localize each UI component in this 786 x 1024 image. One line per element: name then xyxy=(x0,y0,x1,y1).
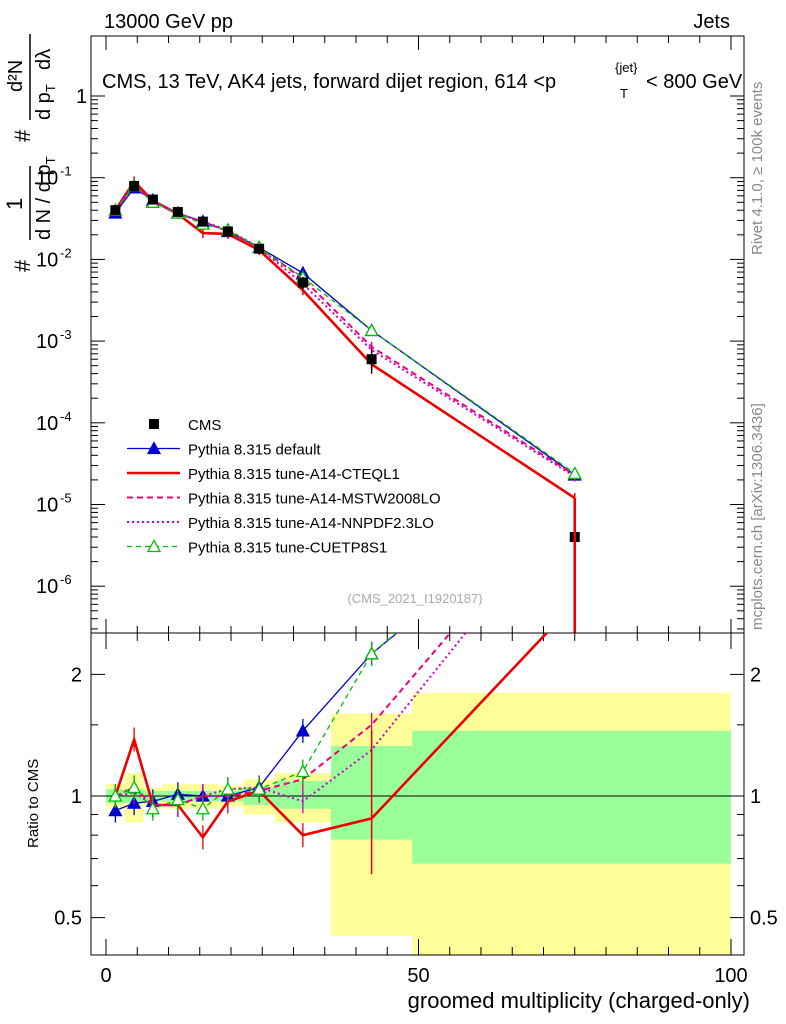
legend-marker-cms xyxy=(149,419,159,429)
y-label-hash: # xyxy=(10,259,35,272)
ratio-series-layer xyxy=(108,633,549,875)
header-left: 13000 GeV pp xyxy=(104,11,233,33)
plot-title-end: < 800 GeV xyxy=(646,71,743,93)
ratio-marker-cuetp8s1 xyxy=(295,764,310,778)
ratio-y-label: Ratio to CMS xyxy=(25,759,42,848)
legend-label-cms: CMS xyxy=(188,417,221,434)
ratio-marker-cuetp8s1 xyxy=(220,781,235,795)
cms-data-point xyxy=(222,226,233,237)
marker-cuetp8s1 xyxy=(567,466,582,480)
legend-marker-cuetp8s1 xyxy=(146,539,162,553)
legend-label-default: Pythia 8.315 default xyxy=(188,442,321,459)
ratio-y-tick-label-right: 0.5 xyxy=(750,908,778,930)
ratio-line-cuetp8s1 xyxy=(115,633,398,810)
cms-data-point xyxy=(172,207,183,218)
series-line-mstw xyxy=(114,183,576,476)
ratio-marker-cuetp8s1 xyxy=(195,801,210,815)
ratio-line-nnpdf xyxy=(115,633,467,806)
main-y-tick-label: 10 xyxy=(36,168,58,190)
y-label-d2N: d²N xyxy=(5,60,27,92)
ratio-bands xyxy=(106,692,731,955)
y-label-dN: d N / d pT xyxy=(33,156,58,240)
cms-data-point xyxy=(129,181,140,192)
legend: CMS Pythia 8.315 default Pythia 8.315 tune… xyxy=(127,417,441,557)
analysis-id: (CMS_2021_I1920187) xyxy=(347,591,482,606)
main-y-tick-exponent: -1 xyxy=(60,164,72,179)
main-y-tick-label: 10 xyxy=(36,331,58,353)
x-axis-label: groomed multiplicity (charged-only) xyxy=(408,988,750,1013)
ratio-line-mstw xyxy=(114,633,452,806)
plot-title: CMS, 13 TeV, AK4 jets, forward dijet reg… xyxy=(102,71,556,93)
ratio-line-cteql1 xyxy=(114,633,549,840)
cms-data-point xyxy=(297,277,308,288)
cms-data-point xyxy=(197,216,208,227)
ratio-plot-frame xyxy=(90,632,745,956)
main-y-ticks: 10 -610 -510 -410 -310 -210 -11 xyxy=(36,36,744,633)
ratio-x-tick-label: 50 xyxy=(407,965,429,987)
y-label-dpt: d pT xyxy=(33,84,58,120)
ratio-marker-cuetp8s1 xyxy=(252,781,267,795)
main-y-tick-label: 10 xyxy=(36,495,58,517)
ratio-marker-cuetp8s1 xyxy=(127,780,142,794)
main-y-tick-label: 10 xyxy=(36,576,58,598)
ratio-y-tick-label: 0.5 xyxy=(54,908,82,930)
y-label-dlambda: dλ xyxy=(33,49,55,70)
legend-label-mstw: Pythia 8.315 tune-A14-MSTW2008LO xyxy=(188,491,441,508)
ratio-x-tick-label: 100 xyxy=(714,965,747,987)
series-line-cteql1 xyxy=(114,179,576,500)
main-y-tick-exponent: -4 xyxy=(60,409,72,424)
ratio-marker-cuetp8s1 xyxy=(364,646,379,660)
legend-label-nnpdf: Pythia 8.315 tune-A14-NNPDF2.3LO xyxy=(188,515,434,532)
ratio-marker-default xyxy=(108,803,123,817)
ratio-y-tick-label: 1 xyxy=(71,786,82,808)
main-y-tick-label: 10 xyxy=(36,413,58,435)
legend-label-cteql1: Pythia 8.315 tune-A14-CTEQL1 xyxy=(188,466,400,483)
main-series-layer xyxy=(108,176,582,633)
main-y-tick-exponent: -6 xyxy=(60,572,72,587)
series-line-cuetp8s1 xyxy=(114,184,576,474)
legend-label-cuetp8s1: Pythia 8.315 tune-CUETP8S1 xyxy=(188,540,387,557)
plot-title-sup: {jet} xyxy=(615,60,638,75)
ratio-marker-cuetp8s1 xyxy=(170,792,185,806)
ratio-axes: 0.5 0.5 1 1 2 2 0 50 100 xyxy=(54,633,778,987)
main-y-tick-label: 10 xyxy=(36,249,58,271)
ratio-y-tick-label-right: 1 xyxy=(750,786,761,808)
ratio-band-inner xyxy=(412,730,731,864)
rivet-version: Rivet 4.1.0, ≥ 100k events xyxy=(749,82,766,255)
header-right: Jets xyxy=(693,11,730,33)
cms-data-point xyxy=(110,205,121,216)
ratio-x-tick-label: 0 xyxy=(100,965,111,987)
ratio-y-tick-label: 2 xyxy=(71,664,82,686)
ratio-y-tick-label-right: 2 xyxy=(750,664,761,686)
main-y-label: # 1 d N / d pT # d²N d pT dλ xyxy=(2,34,58,272)
y-label-hash-2: # xyxy=(10,129,35,142)
series-line-nnpdf xyxy=(114,184,576,478)
ratio-marker-cuetp8s1 xyxy=(108,788,123,802)
ratio-marker-default xyxy=(295,723,310,737)
main-y-tick-exponent: -3 xyxy=(60,327,72,342)
cms-data-point xyxy=(366,354,377,365)
mcplots-credit: mcplots.cern.ch [arXiv:1306.3436] xyxy=(749,403,766,630)
main-y-tick-label: 1 xyxy=(76,86,87,108)
main-y-tick-exponent: -2 xyxy=(60,245,72,260)
ratio-marker-cuetp8s1 xyxy=(145,801,160,815)
cms-data-point xyxy=(147,194,158,205)
legend-marker-default xyxy=(146,441,162,455)
cms-data-point xyxy=(254,243,265,254)
marker-cuetp8s1 xyxy=(364,323,379,337)
main-y-tick-exponent: -5 xyxy=(60,491,72,506)
plot-title-sub: T xyxy=(620,86,628,101)
y-label-one: 1 xyxy=(2,198,27,210)
